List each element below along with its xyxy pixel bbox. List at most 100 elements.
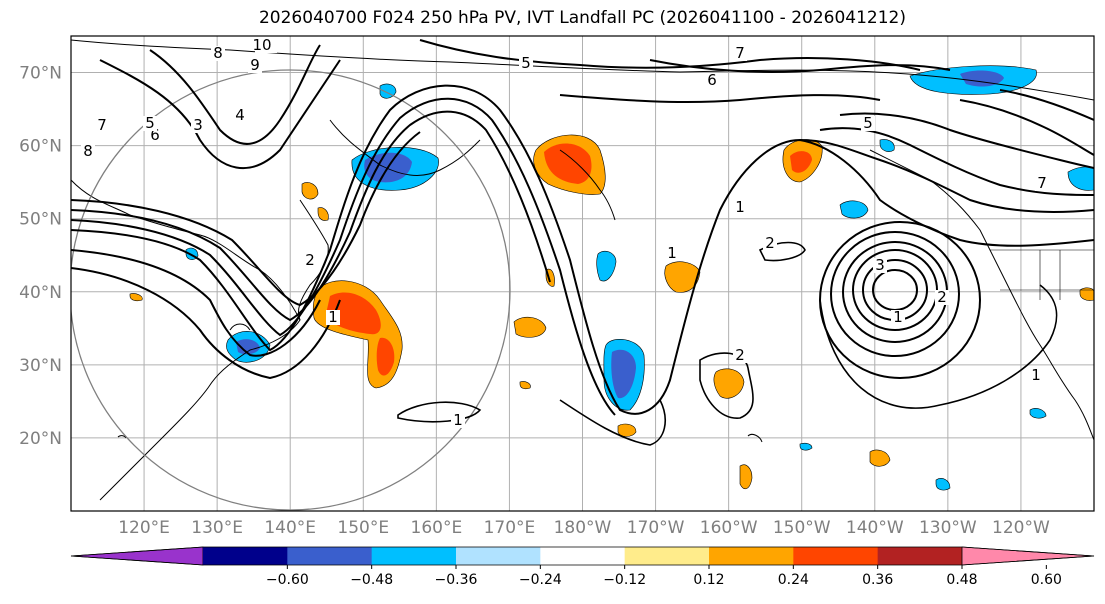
anomaly-negative-core xyxy=(236,339,260,355)
contour-label-background xyxy=(95,118,109,133)
contour-label-background xyxy=(861,116,875,131)
colorbar-segment xyxy=(287,547,373,565)
anomaly-negative xyxy=(596,250,617,282)
colorbar-tick-label: −0.60 xyxy=(266,572,309,588)
contour-label-background xyxy=(733,46,747,61)
anomaly-positive xyxy=(664,261,701,293)
colorbar-segment xyxy=(709,547,794,565)
contour-label: 5 xyxy=(145,114,155,132)
anomaly-negative-core xyxy=(960,70,1004,87)
colorbar-tick-label: 0.12 xyxy=(693,572,724,588)
colorbar-tick-label: 0.36 xyxy=(862,572,893,588)
contour-label: 1 xyxy=(667,244,677,262)
contour-label-background xyxy=(255,38,277,53)
contour-label-background xyxy=(763,236,777,251)
anomaly-positive xyxy=(513,316,547,338)
contour-label: 6 xyxy=(707,71,717,89)
contour-label: 2 xyxy=(735,346,745,364)
contour-label-background xyxy=(148,128,162,143)
colorbar-tick-label: −0.48 xyxy=(350,572,393,588)
contour-label: 2 xyxy=(937,288,947,306)
contour-label-background xyxy=(733,348,747,363)
colorbar-segment xyxy=(877,547,963,565)
geodesic-circle xyxy=(71,69,511,511)
contour-label: 8 xyxy=(83,142,93,160)
anomaly-positive-core xyxy=(544,143,592,184)
contour-label-background xyxy=(81,144,95,159)
longitude-label: 160°W xyxy=(700,518,758,538)
contour-label: 9 xyxy=(250,56,260,74)
anomaly-positive-core xyxy=(790,151,812,173)
pv-contours xyxy=(71,39,1094,446)
anomaly-negative-core xyxy=(611,349,636,399)
colorbar-segment xyxy=(793,547,879,565)
anomaly-positive xyxy=(739,464,753,490)
contour-label: 3 xyxy=(193,116,203,134)
latitude-label: 20°N xyxy=(19,429,62,449)
colorbar-tick-label: 0.24 xyxy=(778,572,809,588)
longitude-label: 120°E xyxy=(118,518,170,538)
contour-label: 3 xyxy=(875,256,885,274)
colorbar-extend-min xyxy=(70,546,204,566)
anomaly-negative xyxy=(839,200,869,219)
contour-label: 7 xyxy=(1037,174,1047,192)
longitude-label: 160°E xyxy=(411,518,463,538)
longitude-label: 120°W xyxy=(992,518,1050,538)
longitude-label: 170°W xyxy=(627,518,685,538)
anomaly-negative xyxy=(1067,166,1094,191)
contour-label-background xyxy=(891,310,905,325)
colorbar-tick-label: −0.12 xyxy=(603,572,646,588)
contour-label-background xyxy=(519,56,533,71)
colorbar-tick-label: 0.60 xyxy=(1031,572,1062,588)
colorbar-segment xyxy=(456,547,541,565)
contour-label: 5 xyxy=(521,54,531,72)
closed-low-contours xyxy=(819,221,1058,409)
contour-label-background xyxy=(733,200,747,215)
contour-label-background xyxy=(873,258,887,273)
contour-label-background xyxy=(665,246,679,261)
anomaly-positive xyxy=(519,381,531,390)
anomaly-positive xyxy=(713,368,745,399)
contour-label-background xyxy=(233,108,247,123)
contour-label-background xyxy=(143,116,157,131)
contour-label: 1 xyxy=(1031,366,1041,384)
anomaly-positive xyxy=(1079,287,1094,301)
latitude-label: 50°N xyxy=(19,210,62,230)
contour-label: 4 xyxy=(235,106,245,124)
longitude-label: 180°W xyxy=(554,518,612,538)
longitude-label: 170°E xyxy=(484,518,536,538)
map-frame xyxy=(70,35,1095,512)
anomaly-negative xyxy=(879,139,895,152)
contour-label-background xyxy=(248,58,262,73)
anomaly-positive xyxy=(617,423,637,437)
anomaly-positive xyxy=(301,182,319,200)
colorbar-segment xyxy=(203,547,288,565)
contour-label: 8 xyxy=(213,44,223,62)
contour-label: 2 xyxy=(765,234,775,252)
contour-label-background xyxy=(303,253,317,268)
latitude-label: 40°N xyxy=(19,283,62,303)
contour-label-background xyxy=(1035,176,1049,191)
colorbar-border xyxy=(70,546,1095,566)
contour-label: 10 xyxy=(252,36,271,54)
contour-label: 5 xyxy=(863,114,873,132)
anomaly-negative xyxy=(799,442,813,451)
anomaly-positive-core xyxy=(376,337,395,376)
contour-label: 1 xyxy=(328,308,338,326)
contour-label: 7 xyxy=(735,44,745,62)
longitude-label: 140°E xyxy=(264,518,316,538)
colorbar-tick-label: 0.48 xyxy=(946,572,977,588)
colorbar-segment xyxy=(371,547,457,565)
longitude-label: 130°W xyxy=(919,518,977,538)
longitude-label: 130°E xyxy=(191,518,243,538)
anomaly-negative xyxy=(1029,408,1047,419)
contour-label: 2 xyxy=(305,251,315,269)
contour-label: 1 xyxy=(453,411,463,429)
contour-label: 1 xyxy=(735,198,745,216)
contour-label: 1 xyxy=(893,308,903,326)
figure-title: 2026040700 F024 250 hPa PV, IVT Landfall… xyxy=(258,8,906,28)
colorbar-tick-label: −0.36 xyxy=(435,572,478,588)
